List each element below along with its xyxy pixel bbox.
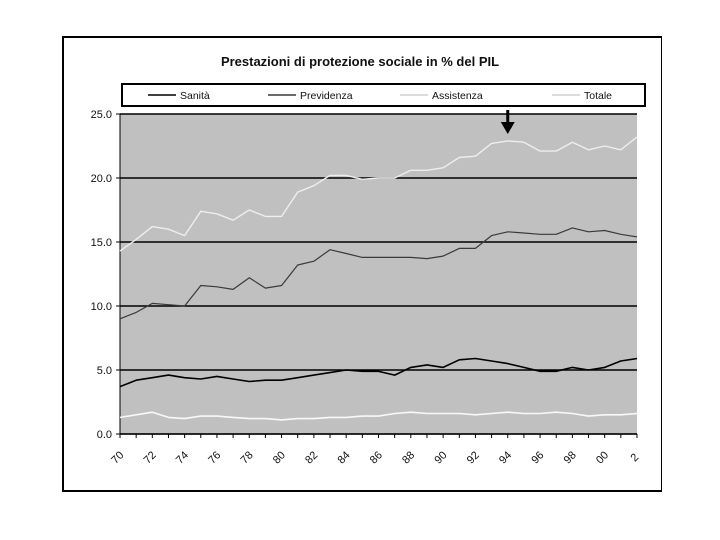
- x-tick-label: 80: [271, 449, 288, 466]
- x-tick-label: 90: [432, 449, 449, 466]
- x-tick-label: 94: [497, 449, 514, 466]
- plot-area: 0.0 5.0 10.0 15.0 20.0 25.0 70 72 74 76 78 80 82 84 86…: [91, 109, 642, 466]
- y-tick-label: 15.0: [91, 237, 112, 249]
- arrow-annotation: [500, 110, 515, 134]
- x-tick-label: 74: [174, 449, 191, 466]
- x-tick-label: 76: [206, 449, 223, 466]
- x-tick-label: 92: [465, 449, 482, 466]
- y-tick-label: 0.0: [97, 429, 112, 441]
- series-line-1: [119, 227, 638, 320]
- chart-title: Prestazioni di protezione sociale in % d…: [221, 54, 499, 69]
- x-tick-label: 72: [142, 449, 159, 466]
- series-line-2: [119, 411, 638, 421]
- x-tick-label: 88: [400, 449, 417, 466]
- y-tick-label: 10.0: [91, 301, 112, 313]
- series-line-3: [119, 136, 638, 252]
- x-tick-label: 98: [562, 449, 579, 466]
- x-tick-label: 96: [529, 449, 546, 466]
- x-tick-label: 00: [594, 449, 611, 466]
- x-tick-label: 84: [335, 449, 352, 466]
- x-tick-label: 70: [109, 449, 126, 466]
- x-tick-label: 86: [368, 449, 385, 466]
- legend: Sanità Previdenza Assistenza Totale: [121, 83, 646, 107]
- legend-label: Previdenza: [300, 90, 353, 102]
- legend-box: [121, 83, 646, 107]
- y-tick-label: 5.0: [97, 365, 112, 377]
- x-tick-label: 2: [628, 451, 641, 464]
- series-line-0: [119, 357, 638, 388]
- y-tick-label: 25.0: [91, 109, 112, 121]
- chart-frame-bottom: [62, 490, 662, 492]
- legend-label: Sanità: [180, 90, 210, 102]
- plot-background: [120, 114, 637, 434]
- legend-label: Assistenza: [432, 90, 483, 102]
- x-tick-label: 78: [239, 449, 256, 466]
- arrow-head: [500, 122, 515, 134]
- legend-label: Totale: [584, 90, 612, 102]
- y-tick-label: 20.0: [91, 173, 112, 185]
- x-tick-label: 82: [303, 449, 320, 466]
- chart-frame: [62, 36, 662, 492]
